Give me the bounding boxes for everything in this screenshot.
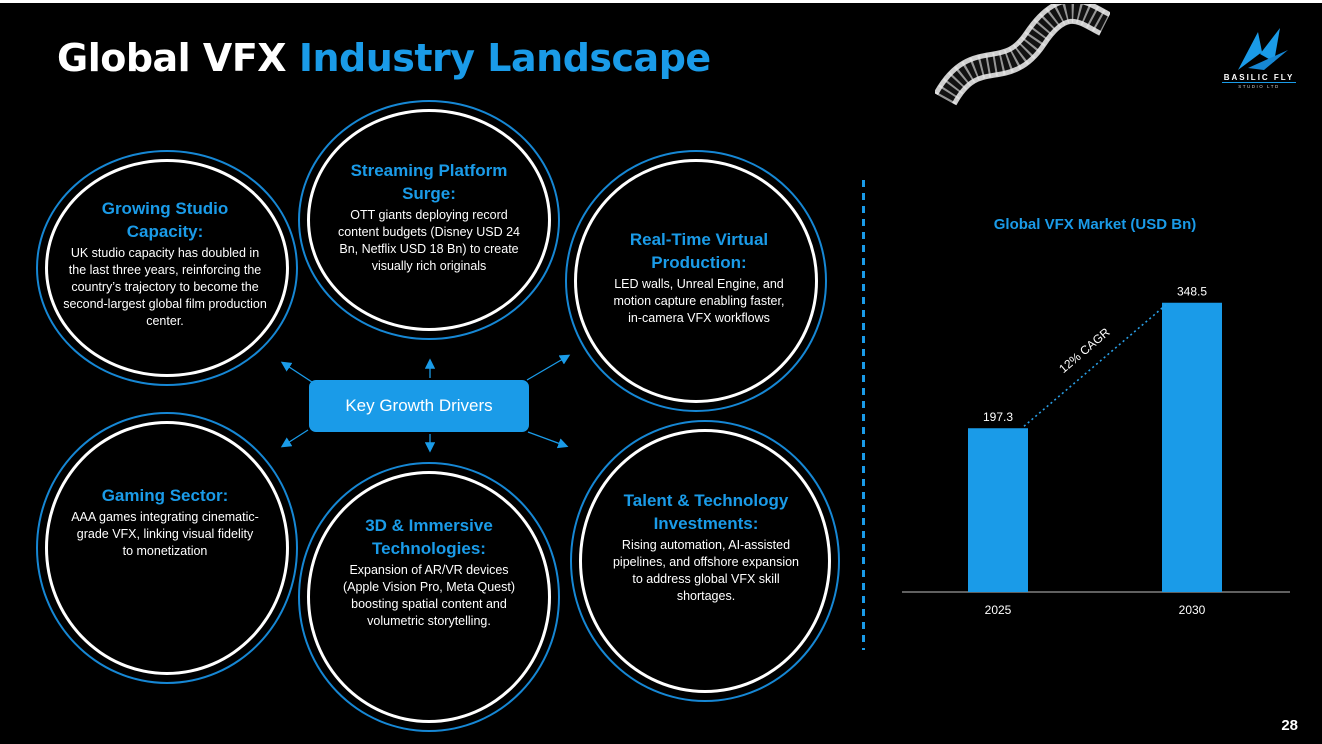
dashed-divider bbox=[862, 180, 865, 650]
logo-sub: STUDIO LTD bbox=[1238, 84, 1280, 89]
chart-title: Global VFX Market (USD Bn) bbox=[993, 216, 1197, 233]
market-bar-chart: 197.3 2025 348.5 2030 12% CAGR bbox=[902, 285, 1290, 617]
driver-body: UK studio capacity has doubled in the la… bbox=[63, 246, 267, 328]
driver-circle-talent bbox=[570, 420, 840, 702]
bar-2030 bbox=[1162, 302, 1222, 592]
driver-circle-immersive bbox=[298, 462, 560, 732]
driver-body: Expansion of AR/VR devices (Apple Vision… bbox=[342, 563, 516, 628]
top-rule bbox=[0, 0, 1322, 3]
driver-body: Rising automation, AI-assisted pipelines… bbox=[612, 538, 800, 603]
title-part-blue: Industry Landscape bbox=[298, 36, 711, 80]
title-part-white: Global VFX bbox=[57, 36, 287, 80]
bar-value-label: 348.5 bbox=[1177, 285, 1207, 299]
driver-heading: Streaming Platform Surge: bbox=[350, 161, 508, 203]
driver-body: LED walls, Unreal Engine, and motion cap… bbox=[613, 277, 785, 325]
page-title: Global VFX Industry Landscape bbox=[57, 36, 711, 80]
cagr-trend-line bbox=[1023, 304, 1167, 427]
cagr-annotation: 12% CAGR bbox=[1056, 325, 1112, 376]
page-number: 28 bbox=[1281, 717, 1298, 734]
driver-gaming-text: Gaming Sector: AAA games integrating cin… bbox=[70, 484, 260, 560]
driver-heading: Growing Studio Capacity: bbox=[101, 199, 229, 241]
driver-circle-virtual-production bbox=[565, 150, 827, 412]
film-strip-icon bbox=[935, 4, 1110, 106]
driver-heading: Talent & Technology Investments: bbox=[623, 491, 789, 533]
key-growth-drivers-label: Key Growth Drivers bbox=[309, 380, 529, 432]
driver-body: AAA games integrating cinematic-grade VF… bbox=[71, 510, 259, 558]
driver-circle-gaming bbox=[36, 412, 298, 684]
logo-name: BASILIC FLY bbox=[1223, 73, 1295, 82]
driver-studio-text: Growing Studio Capacity: UK studio capac… bbox=[62, 197, 268, 330]
driver-talent-text: Talent & Technology Investments: Rising … bbox=[612, 489, 800, 605]
bar-value-label: 197.3 bbox=[983, 410, 1013, 424]
x-tick-label: 2030 bbox=[1179, 603, 1206, 617]
driver-circle-streaming bbox=[298, 100, 560, 340]
bar-2025 bbox=[968, 428, 1028, 592]
driver-heading: 3D & Immersive Technologies: bbox=[365, 516, 493, 558]
driver-heading: Real-Time Virtual Production: bbox=[629, 230, 769, 272]
basilic-fly-logo-icon bbox=[1238, 28, 1288, 70]
driver-virtual-production-text: Real-Time Virtual Production: LED walls,… bbox=[610, 228, 788, 327]
driver-circle-studio bbox=[36, 150, 298, 386]
driver-streaming-text: Streaming Platform Surge: OTT giants dep… bbox=[330, 159, 528, 275]
driver-immersive-text: 3D & Immersive Technologies: Expansion o… bbox=[333, 514, 525, 630]
driver-heading: Gaming Sector: bbox=[101, 486, 229, 505]
x-tick-label: 2025 bbox=[985, 603, 1012, 617]
logo-rule bbox=[1222, 82, 1296, 83]
driver-body: OTT giants deploying record content budg… bbox=[337, 208, 521, 273]
